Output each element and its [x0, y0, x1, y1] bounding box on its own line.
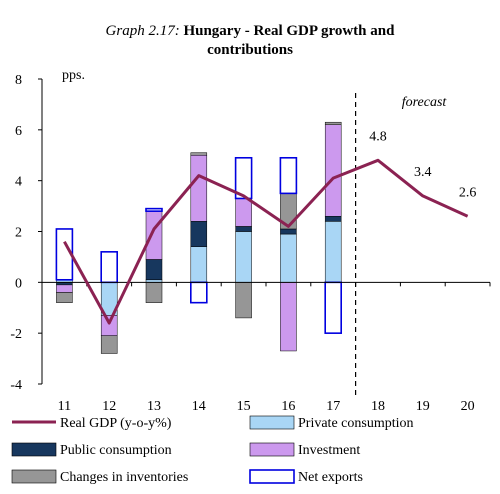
bar-investment-13	[145, 210, 163, 260]
x-tick-label: 19	[416, 399, 430, 414]
y-tick-label: 6	[15, 124, 22, 139]
legend-swatch-net-exports	[249, 469, 295, 484]
bar-investment-16	[280, 282, 297, 352]
legend-swatch-changes-in-inventories	[11, 469, 57, 484]
bar-investment-17	[324, 124, 342, 217]
x-tick-label: 11	[58, 399, 71, 414]
bar-changes-in-inventories-17	[324, 121, 342, 126]
y-axis-label: pps.	[62, 68, 85, 83]
y-tick-label: 2	[15, 226, 22, 241]
y-tick-label: -4	[10, 378, 22, 393]
legend: Real GDP (y-o-y%) Private consumption Publ…	[11, 415, 414, 485]
bar-investment-15	[235, 198, 252, 227]
chart-title-main: Hungary - Real GDP growth and	[183, 23, 395, 39]
labels-layer: 4.8 3.4 2.6	[369, 129, 476, 200]
legend-label-private-consumption: Private consumption	[298, 416, 414, 431]
y-tick-label: -2	[10, 327, 22, 342]
x-tick-label: 16	[281, 399, 295, 414]
bar-net-exports-15	[234, 156, 253, 200]
bar-changes-in-inventories-15	[235, 282, 252, 319]
x-tick-label: 14	[192, 399, 206, 414]
bar-changes-in-inventories-13	[145, 282, 163, 303]
bar-public-consumption-15	[235, 226, 252, 232]
gdp-value-label-19: 3.4	[414, 165, 432, 180]
x-tick-label: 13	[147, 399, 161, 414]
chart-title-prefix: Graph 2.17:	[105, 23, 180, 39]
bar-net-exports-13	[145, 207, 163, 212]
y-tick-label: 8	[15, 73, 22, 88]
bar-net-exports-12	[100, 251, 118, 284]
chart-title: Graph 2.17: Hungary - Real GDP growth an…	[0, 22, 500, 60]
bar-private-consumption-14	[190, 246, 208, 283]
bars-layer	[55, 121, 343, 354]
chart-title-line1: Graph 2.17: Hungary - Real GDP growth an…	[0, 22, 500, 41]
bar-investment-11	[56, 284, 73, 293]
legend-label-real-gdp-y-o-y: Real GDP (y-o-y%)	[60, 416, 172, 431]
bar-private-consumption-15	[235, 231, 252, 283]
y-tick-label: 0	[15, 276, 22, 291]
x-tick-label: 15	[237, 399, 251, 414]
legend-label-net-exports: Net exports	[298, 470, 363, 485]
bar-changes-in-inventories-14	[190, 152, 208, 156]
bar-investment-14	[190, 155, 208, 222]
legend-label-public-consumption: Public consumption	[60, 443, 172, 458]
bar-net-exports-17	[324, 281, 343, 334]
bar-public-consumption-17	[324, 216, 342, 222]
y-tick-label: 4	[15, 175, 22, 190]
forecast-label: forecast	[402, 95, 448, 110]
bar-investment-12	[100, 315, 118, 336]
bar-private-consumption-17	[324, 221, 342, 283]
gdp-line	[63, 158, 469, 325]
axes-layer: -4 -2 0 2 4 6 8 11 12 13 14 15 16 17 18 19 20 pps. forecas…	[10, 68, 491, 414]
gdp-line-layer	[63, 158, 469, 325]
x-tick-label: 18	[371, 399, 385, 414]
gdp-value-label-18: 4.8	[369, 129, 387, 144]
legend-label-changes-in-inventories: Changes in inventories	[60, 470, 188, 485]
bar-changes-in-inventories-12	[100, 335, 118, 354]
bar-private-consumption-16	[280, 233, 297, 283]
gdp-value-label-20: 2.6	[459, 185, 477, 200]
chart-title-line2: contributions	[207, 42, 293, 58]
legend-swatch-public-consumption	[11, 442, 57, 457]
x-tick-label: 12	[102, 399, 116, 414]
bar-changes-in-inventories-11	[56, 292, 73, 303]
bar-net-exports-14	[190, 281, 208, 304]
legend-swatch-private-consumption	[249, 415, 295, 430]
x-tick-label: 20	[461, 399, 475, 414]
bar-public-consumption-16	[280, 228, 297, 235]
bar-public-consumption-14	[190, 221, 208, 247]
legend-swatch-investment	[249, 442, 295, 457]
bar-net-exports-16	[279, 156, 298, 195]
legend-label-investment: Investment	[298, 443, 360, 458]
bar-public-consumption-13	[145, 259, 163, 281]
x-tick-label: 17	[326, 399, 340, 414]
